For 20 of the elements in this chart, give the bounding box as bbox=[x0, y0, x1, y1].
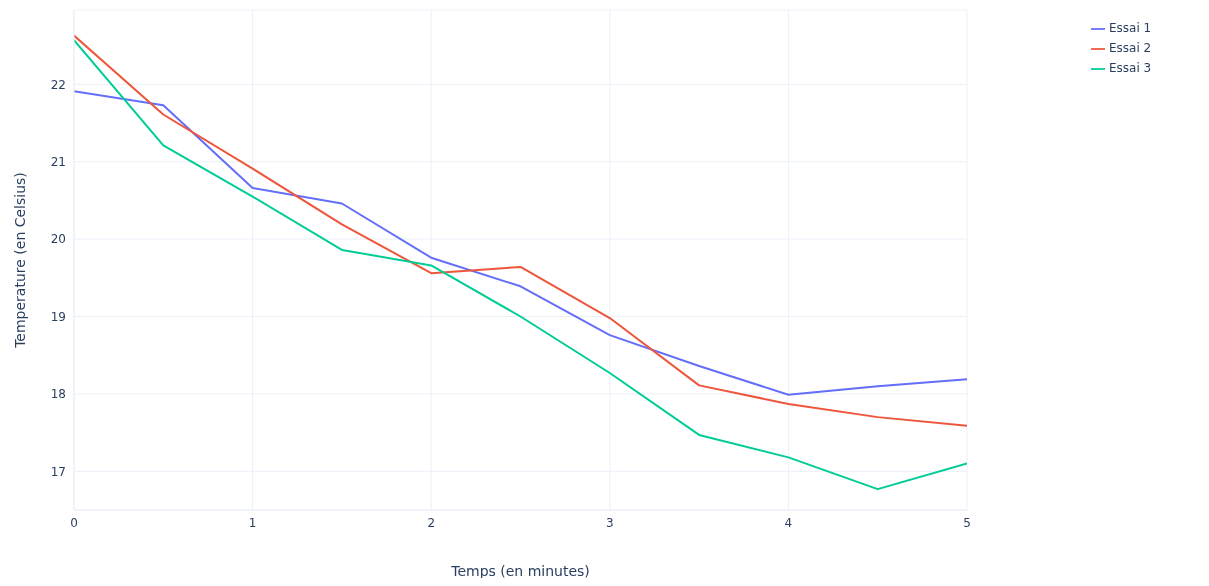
line-series bbox=[74, 39, 967, 491]
x-tick-label: 0 bbox=[70, 515, 78, 530]
x-axis-title: Temps (en minutes) bbox=[450, 563, 590, 579]
x-tick-label: 3 bbox=[605, 515, 614, 530]
x-tick-label: 2 bbox=[427, 515, 436, 530]
y-tick-label: 21 bbox=[50, 154, 66, 169]
y-tick-label: 22 bbox=[50, 77, 66, 92]
legend-label: Essai 3 bbox=[1109, 61, 1152, 75]
line-series bbox=[74, 34, 967, 427]
y-axis-title: Temperature (en Celsius) bbox=[11, 172, 28, 349]
legend-label: Essai 2 bbox=[1109, 41, 1152, 55]
line-series bbox=[74, 90, 967, 396]
legend-label: Essai 1 bbox=[1109, 21, 1152, 35]
y-tick-label: 18 bbox=[50, 387, 66, 402]
x-tick-label: 5 bbox=[963, 515, 971, 530]
x-tick-label: 1 bbox=[248, 515, 257, 530]
y-tick-label: 19 bbox=[50, 309, 66, 324]
y-tick-label: 20 bbox=[50, 232, 66, 247]
x-tick-label: 4 bbox=[784, 515, 793, 530]
y-tick-label: 17 bbox=[50, 464, 66, 479]
